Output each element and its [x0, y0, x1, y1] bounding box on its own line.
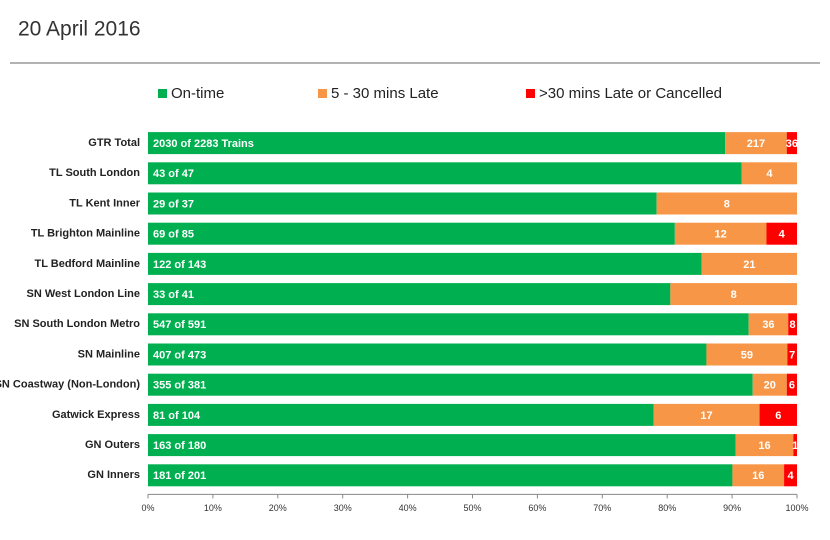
bar-segment: [725, 132, 787, 155]
bar-label: 17: [700, 410, 712, 422]
bar-label: 122 of 143: [153, 259, 206, 271]
bar-label: 4: [766, 168, 773, 180]
bar-segment: [148, 132, 726, 155]
legend-label: 5 - 30 mins Late: [331, 85, 439, 102]
legend-swatch: [526, 89, 535, 98]
bar-label: 2030 of 2283 Trains: [153, 138, 254, 150]
category-label: Gatwick Express: [52, 409, 140, 421]
bar-segment: [793, 434, 797, 457]
bar-segment: [653, 403, 760, 426]
bar-segment: [741, 162, 797, 185]
bar-segment: [148, 464, 733, 487]
bar-label: 59: [741, 349, 753, 361]
x-tick-label: 80%: [658, 503, 676, 513]
bar-segment: [148, 434, 736, 457]
legend-swatch: [158, 89, 167, 98]
bar-segment: [670, 283, 797, 306]
bar-segment: [786, 132, 797, 155]
bar-label: 8: [731, 289, 737, 301]
bar-segment: [706, 343, 788, 366]
bar-label: 547 of 591: [153, 319, 206, 331]
x-tick-label: 60%: [528, 503, 546, 513]
bar-segment: [766, 222, 797, 245]
bar-label: 4: [787, 470, 794, 482]
bar-label: 36: [786, 138, 798, 150]
x-tick-label: 100%: [785, 503, 808, 513]
x-tick-label: 40%: [399, 503, 417, 513]
bar-segment: [148, 343, 707, 366]
x-tick-label: 30%: [334, 503, 352, 513]
bar-segment: [784, 464, 797, 487]
bar-label: 4: [779, 229, 786, 241]
bar-label: 181 of 201: [153, 470, 206, 482]
category-label: TL Kent Inner: [69, 197, 140, 209]
bar-segment: [148, 403, 654, 426]
x-tick-label: 90%: [723, 503, 741, 513]
category-label: SN West London Line: [27, 288, 140, 300]
bar-label: 43 of 47: [153, 168, 194, 180]
category-label: TL Brighton Mainline: [31, 228, 140, 240]
category-label: GN Outers: [85, 439, 140, 451]
bar-segment: [732, 464, 785, 487]
bar-label: 16: [758, 440, 770, 452]
bar-label: 81 of 104: [153, 410, 201, 422]
category-label: GN Inners: [87, 469, 140, 481]
chart-title: 20 April 2016: [18, 18, 141, 41]
bar-label: 6: [789, 380, 795, 392]
bar-segment: [787, 343, 797, 366]
legend-swatch: [318, 89, 327, 98]
x-tick-label: 20%: [269, 503, 287, 513]
bar-segment: [786, 373, 797, 396]
bar-segment: [148, 373, 753, 396]
bar-label: 16: [752, 470, 764, 482]
bar-label: 355 of 381: [153, 380, 206, 392]
bar-label: 12: [715, 229, 727, 241]
category-label: SN South London Metro: [14, 318, 140, 330]
legend-label: On-time: [171, 85, 224, 102]
bar-label: 8: [790, 319, 796, 331]
bar-label: 6: [775, 410, 781, 422]
bar-segment: [701, 252, 797, 275]
bar-segment: [148, 313, 749, 336]
bar-segment: [674, 222, 767, 245]
bar-segment: [752, 373, 787, 396]
bar-label: 29 of 37: [153, 198, 194, 210]
bar-segment: [148, 222, 675, 245]
category-label: SN Mainline: [78, 348, 140, 360]
bar-label: 163 of 180: [153, 440, 206, 452]
bar-segment: [148, 252, 702, 275]
x-tick-label: 70%: [593, 503, 611, 513]
legend-label: >30 mins Late or Cancelled: [539, 85, 722, 102]
bar-segment: [735, 434, 794, 457]
category-label: SN Coastway (Non-London): [0, 379, 140, 391]
bar-label: 33 of 41: [153, 289, 194, 301]
bar-segment: [148, 283, 671, 306]
x-tick-label: 0%: [141, 503, 154, 513]
x-tick-label: 50%: [463, 503, 481, 513]
bar-segment: [148, 192, 657, 215]
bar-label: 20: [764, 380, 776, 392]
bar-segment: [759, 403, 797, 426]
bar-label: 36: [762, 319, 774, 331]
bar-segment: [656, 192, 797, 215]
bar-label: 1: [792, 440, 798, 452]
category-label: TL South London: [49, 167, 140, 179]
category-label: GTR Total: [88, 137, 140, 149]
bar-label: 69 of 85: [153, 229, 194, 241]
bar-label: 7: [789, 349, 795, 361]
bar-label: 217: [747, 138, 765, 150]
bar-label: 407 of 473: [153, 349, 206, 361]
x-tick-label: 10%: [204, 503, 222, 513]
bar-segment: [748, 313, 789, 336]
category-label: TL Bedford Mainline: [34, 258, 140, 270]
bar-label: 8: [724, 198, 730, 210]
bar-segment: [148, 162, 742, 185]
bar-segment: [788, 313, 797, 336]
bar-label: 21: [743, 259, 755, 271]
